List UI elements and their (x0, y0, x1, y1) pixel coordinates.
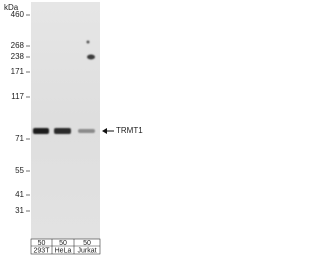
nonspecific-band (87, 54, 95, 60)
blot-membrane (31, 2, 100, 239)
lane-table (30, 238, 101, 255)
bands (33, 40, 95, 134)
lane-load: 50 (38, 240, 46, 247)
target-annotation: TRMT1 (102, 126, 143, 135)
marker-labels: 460 268 238 171 117 71 55 41 31 (11, 10, 30, 215)
band-293t (33, 128, 49, 134)
marker-label: 460 (11, 10, 25, 19)
marker-label: 71 (15, 134, 24, 143)
marker-label: 268 (11, 41, 25, 50)
marker-label: 171 (11, 67, 25, 76)
marker-label: 238 (11, 52, 25, 61)
lane-sample: Jurkat (77, 247, 96, 254)
arrow-head (102, 128, 107, 134)
lane-load: 50 (83, 240, 91, 247)
lane-sample: HeLa (55, 247, 72, 254)
marker-label: 41 (15, 190, 24, 199)
marker-label: 31 (15, 206, 24, 215)
marker-label: 117 (11, 92, 24, 101)
unit-label: kDa (4, 3, 19, 12)
lane-load: 50 (59, 240, 67, 247)
target-label: TRMT1 (116, 126, 143, 135)
marker-label: 55 (15, 166, 24, 175)
band-hela (54, 128, 71, 134)
lane-sample: 293T (34, 247, 51, 254)
band-jurkat (78, 129, 95, 133)
spot (86, 40, 90, 44)
